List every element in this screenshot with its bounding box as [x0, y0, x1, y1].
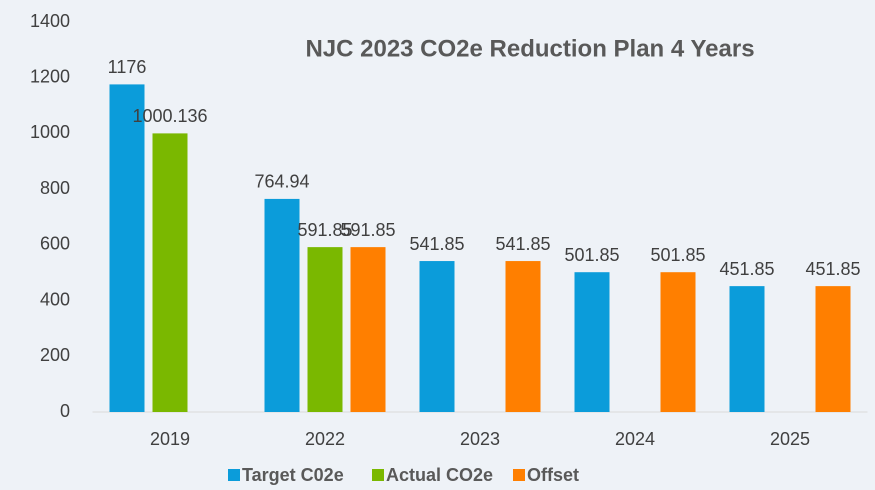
- legend-label: Actual CO2e: [386, 465, 493, 485]
- legend-swatch: [372, 469, 384, 481]
- legend-label: Target C02e: [242, 465, 344, 485]
- y-tick-label: 1400: [30, 11, 70, 31]
- x-tick-label: 2024: [615, 429, 655, 449]
- bar: [152, 133, 188, 412]
- data-label: 1000.136: [132, 106, 207, 126]
- bar: [505, 261, 541, 412]
- legend-swatch: [228, 469, 240, 481]
- y-tick-label: 800: [40, 178, 70, 198]
- bar: [574, 272, 610, 412]
- data-label: 451.85: [719, 259, 774, 279]
- bar: [350, 247, 386, 412]
- x-tick-label: 2022: [305, 429, 345, 449]
- data-label: 501.85: [564, 245, 619, 265]
- x-tick-label: 2023: [460, 429, 500, 449]
- data-label: 591.85: [297, 220, 352, 240]
- x-tick-label: 2025: [770, 429, 810, 449]
- y-tick-label: 600: [40, 234, 70, 254]
- y-tick-label: 400: [40, 289, 70, 309]
- data-label: 591.85: [340, 220, 395, 240]
- data-label: 541.85: [409, 234, 464, 254]
- y-tick-label: 1200: [30, 66, 70, 86]
- y-tick-label: 0: [60, 401, 70, 421]
- bar: [307, 247, 343, 412]
- bar: [419, 261, 455, 412]
- y-tick-label: 200: [40, 345, 70, 365]
- bar: [660, 272, 696, 412]
- bar: [815, 286, 851, 412]
- bar: [729, 286, 765, 412]
- chart-title: NJC 2023 CO2e Reduction Plan 4 Years: [305, 35, 754, 62]
- data-label: 541.85: [495, 234, 550, 254]
- data-label: 501.85: [650, 245, 705, 265]
- data-label: 1176: [108, 57, 147, 77]
- data-label: 764.94: [254, 172, 309, 192]
- bar: [264, 198, 300, 412]
- legend-swatch: [513, 469, 525, 481]
- legend-label: Offset: [527, 465, 579, 485]
- y-tick-label: 1000: [30, 122, 70, 142]
- bar: [109, 84, 145, 413]
- x-tick-label: 2019: [150, 429, 190, 449]
- data-label: 451.85: [805, 259, 860, 279]
